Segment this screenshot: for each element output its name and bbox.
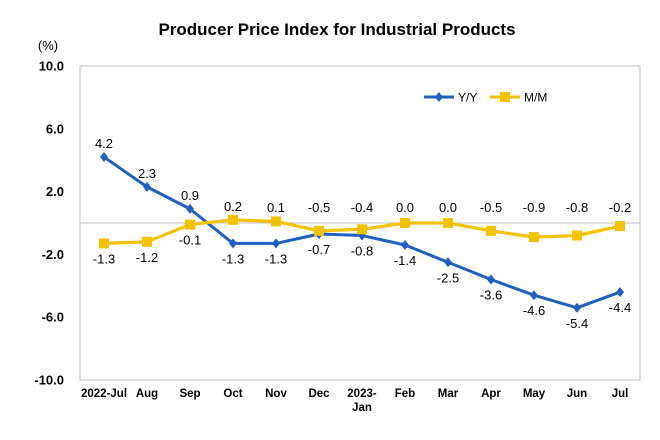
y-tick-label: 6.0	[46, 121, 64, 136]
x-tick-label: Dec	[308, 388, 330, 400]
chart-title: Producer Price Index for Industrial Prod…	[158, 20, 515, 39]
mm-point	[314, 225, 324, 236]
x-tick-label: May	[523, 388, 546, 400]
legend: Y/Y M/M	[424, 91, 547, 105]
x-tick-label: Oct	[223, 388, 242, 400]
legend-marker	[435, 92, 443, 102]
mm-data-label: -1.2	[136, 250, 158, 265]
x-tick-label: 2023-	[347, 388, 377, 400]
y-tick-label: -2.0	[42, 247, 64, 262]
x-tick-label: Nov	[265, 388, 287, 400]
y-tick-label: 2.0	[46, 184, 64, 199]
mm-point	[271, 216, 281, 227]
x-tick-label: Aug	[136, 388, 158, 400]
yy-data-label: -2.5	[437, 270, 459, 285]
legend-label: Y/Y	[458, 91, 477, 105]
mm-point	[486, 225, 496, 236]
yy-point	[573, 302, 581, 313]
yy-point	[100, 152, 108, 163]
mm-data-label: -0.1	[179, 233, 201, 248]
yy-data-label: -1.3	[265, 251, 287, 266]
mm-data-label: -1.3	[93, 251, 115, 266]
yy-point	[616, 287, 624, 298]
y-axis: 10.0 6.0 2.0 -2.0 -6.0 -10.0	[34, 59, 64, 388]
yy-point	[487, 274, 495, 285]
mm-point	[142, 236, 152, 247]
mm-data-label: -0.8	[566, 200, 588, 215]
yy-data-label: -0.7	[308, 242, 330, 257]
yy-point	[272, 238, 280, 249]
mm-data-label: -0.5	[480, 200, 502, 215]
y-tick-label: 10.0	[39, 59, 64, 74]
legend-marker	[500, 92, 510, 102]
yy-point	[186, 203, 194, 214]
yy-data-label: 2.3	[138, 166, 156, 181]
yy-data-label: -4.6	[523, 303, 545, 318]
mm-data-label: -0.4	[351, 200, 373, 215]
mm-point	[400, 218, 410, 228]
series-layer: 4.2 2.3 0.9 -1.3 -1.3 -0.7 -0.8 -1.4 -2.5 -3.6 -4.…	[93, 136, 631, 331]
legend-label: M/M	[524, 91, 547, 105]
mm-data-label: -0.9	[523, 200, 545, 215]
yy-data-label: -0.8	[351, 244, 373, 259]
yy-point	[143, 181, 151, 192]
mm-data-label: -0.5	[308, 200, 330, 215]
yy-data-label: 0.9	[181, 188, 199, 203]
x-tick-label: Mar	[438, 388, 459, 400]
x-tick-label: Apr	[481, 388, 501, 400]
yy-point	[530, 290, 538, 301]
yy-data-label: -1.3	[222, 251, 244, 266]
x-tick-label: Jan	[352, 402, 372, 414]
x-tick-label: Jul	[612, 388, 629, 400]
mm-data-label: 0.0	[439, 200, 457, 215]
x-axis: 2022-Jul Aug Sep Oct Nov Dec 2023- Jan Feb Mar Apr…	[81, 388, 628, 414]
mm-point	[529, 232, 539, 243]
yy-data-label: -3.6	[480, 288, 502, 303]
yy-data-label: -5.4	[566, 316, 588, 331]
mm-point	[185, 219, 195, 230]
mm-data-label: 0.0	[396, 200, 414, 215]
x-tick-label: 2022-Jul	[81, 388, 127, 400]
y-tick-label: -6.0	[42, 310, 64, 325]
yy-data-label: -4.4	[609, 300, 631, 315]
mm-data-label: 0.2	[224, 199, 242, 214]
mm-data-label: 0.1	[267, 200, 285, 215]
yy-point	[444, 257, 452, 268]
x-tick-label: Sep	[179, 388, 200, 400]
yy-point	[229, 238, 237, 249]
x-tick-label: Feb	[395, 388, 415, 400]
mm-point	[99, 238, 109, 249]
yy-point	[401, 239, 409, 250]
mm-point	[228, 214, 238, 225]
mm-point	[572, 230, 582, 241]
mm-point	[443, 218, 453, 228]
yy-data-label: 4.2	[95, 136, 113, 151]
mm-point	[615, 221, 625, 232]
y-unit-label: (%)	[38, 38, 58, 53]
y-tick-label: -10.0	[34, 373, 64, 388]
mm-data-label: -0.2	[609, 200, 631, 215]
yy-data-label: -1.4	[394, 253, 416, 268]
x-tick-label: Jun	[567, 388, 587, 400]
mm-point	[357, 224, 367, 235]
